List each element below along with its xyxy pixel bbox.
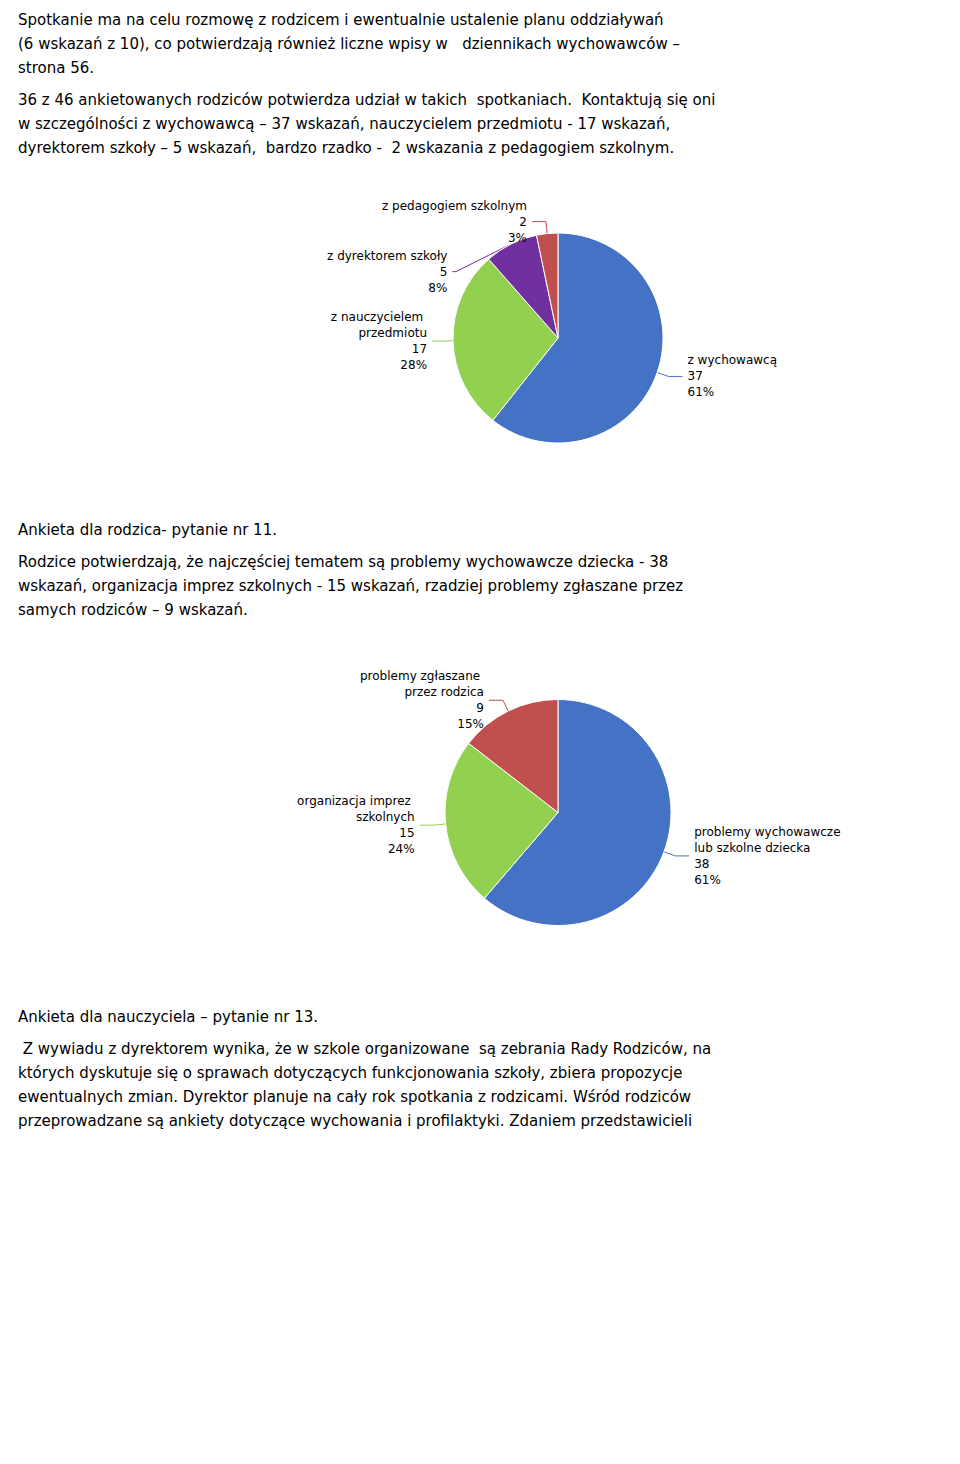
svg-text:9: 9 bbox=[476, 701, 484, 715]
svg-text:z nauczycielem: z nauczycielem bbox=[331, 310, 427, 324]
svg-text:36 z 46 ankietowanych rodziców: 36 z 46 ankietowanych rodziców potwierdz… bbox=[18, 91, 715, 109]
svg-text:z wychowawcą: z wychowawcą bbox=[688, 353, 778, 367]
svg-text:61%: 61% bbox=[694, 873, 721, 887]
svg-text:samych rodziców – 9 wskazań.: samych rodziców – 9 wskazań. bbox=[18, 601, 248, 619]
svg-text:8%: 8% bbox=[428, 281, 447, 295]
svg-text:przedmiotu: przedmiotu bbox=[359, 326, 428, 340]
svg-text:Rodzice potwierdzają, że najcz: Rodzice potwierdzają, że najczęściej tem… bbox=[18, 553, 668, 571]
svg-text:28%: 28% bbox=[400, 358, 427, 372]
svg-text:Spotkanie ma na celu rozmowę z: Spotkanie ma na celu rozmowę z rodzicem … bbox=[18, 11, 664, 29]
svg-text:24%: 24% bbox=[388, 842, 415, 856]
svg-text:lub szkolne dziecka: lub szkolne dziecka bbox=[694, 841, 810, 855]
svg-text:szkolnych: szkolnych bbox=[356, 810, 415, 824]
svg-text:37: 37 bbox=[688, 369, 703, 383]
svg-text:17: 17 bbox=[412, 342, 427, 356]
svg-text:dyrektorem szkoły – 5 wskazań,: dyrektorem szkoły – 5 wskazań, bardzo rz… bbox=[18, 139, 674, 157]
svg-text:Ankieta dla rodzica- pytanie n: Ankieta dla rodzica- pytanie nr 11. bbox=[18, 521, 277, 539]
svg-text:(6 wskazań z 10), co potwierdz: (6 wskazań z 10), co potwierdzają równie… bbox=[18, 35, 680, 53]
svg-text:15: 15 bbox=[399, 826, 414, 840]
svg-text:38: 38 bbox=[694, 857, 709, 871]
svg-text:wskazań, organizacja imprez sz: wskazań, organizacja imprez szkolnych - … bbox=[18, 577, 683, 595]
svg-text:5: 5 bbox=[440, 265, 448, 279]
svg-text:2: 2 bbox=[519, 215, 527, 229]
svg-text:których dyskutuje się o sprawa: których dyskutuje się o sprawach dotyczą… bbox=[18, 1064, 682, 1082]
svg-text:Ankieta dla nauczyciela – pyta: Ankieta dla nauczyciela – pytanie nr 13. bbox=[18, 1008, 318, 1026]
svg-text:przez rodzica: przez rodzica bbox=[404, 685, 484, 699]
svg-text:strona 56.: strona 56. bbox=[18, 59, 94, 77]
svg-text:problemy zgłaszane: problemy zgłaszane bbox=[360, 669, 484, 683]
svg-text:w szczególności z wychowawcą –: w szczególności z wychowawcą – 37 wskaza… bbox=[18, 115, 670, 133]
svg-text:z pedagogiem szkolnym: z pedagogiem szkolnym bbox=[382, 199, 527, 213]
svg-text:organizacja imprez: organizacja imprez bbox=[297, 794, 415, 808]
svg-text:ewentualnych zmian. Dyrektor p: ewentualnych zmian. Dyrektor planuje na … bbox=[18, 1088, 691, 1106]
svg-text:Z wywiadu z dyrektorem wynika,: Z wywiadu z dyrektorem wynika, że w szko… bbox=[18, 1040, 711, 1058]
svg-text:3%: 3% bbox=[508, 231, 527, 245]
svg-text:15%: 15% bbox=[457, 717, 484, 731]
svg-text:61%: 61% bbox=[688, 385, 715, 399]
svg-text:przeprowadzane są ankiety doty: przeprowadzane są ankiety dotyczące wych… bbox=[18, 1112, 692, 1130]
svg-text:problemy wychowawcze: problemy wychowawcze bbox=[694, 825, 844, 839]
svg-text:z dyrektorem szkoły: z dyrektorem szkoły bbox=[327, 249, 447, 263]
